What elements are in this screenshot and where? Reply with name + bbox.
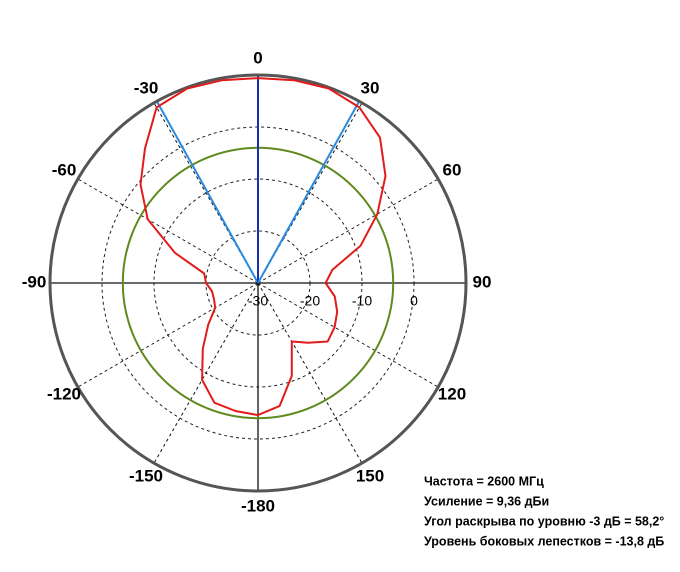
grid-spoke [257,282,363,464]
grid-spoke [257,178,439,284]
angle-label: 120 [438,384,466,403]
grid-spoke [153,282,259,464]
angle-label: 150 [356,466,384,485]
angle-label: 60 [443,160,462,179]
angle-label: 30 [361,78,380,97]
angle-label: -30 [134,78,159,97]
outer-circle [48,73,468,493]
angle-label: 0 [253,48,262,67]
annotation: Уровень боковых лепестков = -13,8 дБ [424,534,664,548]
angle-label: -60 [52,160,77,179]
annotation: Усиление = 9,36 дБи [424,494,549,508]
radial-label: 0 [410,293,418,309]
grid-spoke [257,282,439,388]
angle-label: -180 [241,496,275,515]
grid-spoke [77,178,259,284]
angle-label: 90 [473,272,492,291]
grid-spoke [153,102,259,284]
angle-label: -150 [129,466,163,485]
angle-label: -120 [47,384,81,403]
pattern-line [139,77,387,417]
beam-line [155,100,259,284]
grid-spoke [77,282,259,388]
annotation: Угол раскрыва по уровню -3 дБ = 58,2° [424,514,664,528]
radial-label: -20 [300,293,320,309]
annotation: Частота = 2600 МГц [424,474,544,488]
radial-label: -10 [352,293,372,309]
angle-label: -90 [22,272,47,291]
radial-label: -30 [248,293,268,309]
grid-spoke [257,102,363,284]
beam-line [257,100,361,284]
